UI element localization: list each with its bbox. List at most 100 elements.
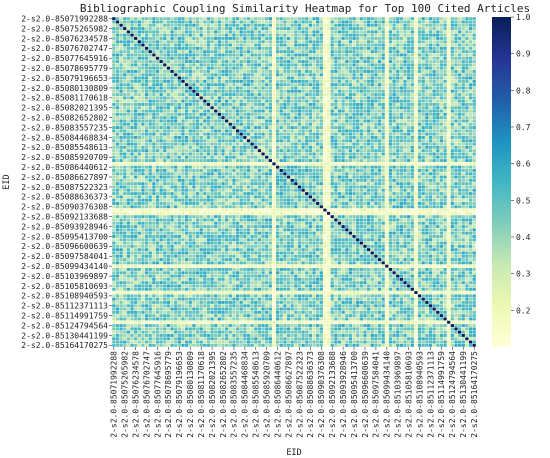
heatmap-cell — [203, 23, 207, 27]
heatmap-cell — [276, 145, 280, 149]
heatmap-cell — [326, 73, 331, 77]
heatmap-cell — [297, 27, 302, 30]
heatmap-cell — [152, 172, 156, 176]
heatmap-cell — [308, 86, 312, 90]
heatmap-cell — [363, 116, 367, 120]
heatmap-cell — [123, 33, 127, 37]
heatmap-cell — [417, 149, 422, 153]
heatmap-cell — [265, 165, 269, 169]
heatmap-cell — [381, 152, 385, 156]
heatmap-cell — [337, 70, 342, 73]
heatmap-cell — [468, 155, 473, 159]
heatmap-cell — [425, 63, 429, 67]
heatmap-cell — [450, 119, 454, 123]
heatmap-cell — [163, 109, 167, 113]
heatmap-cell — [396, 122, 400, 126]
heatmap-cell — [206, 43, 211, 47]
heatmap-cell — [163, 172, 167, 176]
heatmap-cell — [134, 129, 138, 133]
heatmap-cell — [239, 155, 243, 159]
heatmap-cell — [239, 119, 243, 123]
heatmap-cell — [272, 23, 276, 27]
heatmap-cell — [283, 169, 287, 172]
heatmap-cell — [159, 136, 163, 139]
heatmap-cell — [115, 106, 120, 110]
heatmap-cell — [356, 122, 360, 126]
heatmap-cell — [352, 76, 356, 80]
heatmap-cell — [450, 149, 454, 153]
heatmap-cell — [334, 46, 338, 50]
heatmap-cell — [348, 86, 353, 90]
heatmap-cell — [199, 169, 203, 172]
heatmap-cell — [134, 96, 138, 100]
heatmap-cell — [348, 89, 353, 93]
heatmap-cell — [126, 23, 130, 27]
heatmap-cell — [159, 66, 163, 70]
heatmap-cell — [458, 139, 462, 143]
heatmap-cell — [407, 73, 411, 77]
heatmap-cell — [290, 103, 294, 106]
heatmap-cell — [348, 43, 353, 47]
heatmap-cell — [432, 132, 436, 136]
heatmap-cell — [155, 142, 160, 146]
heatmap-cell — [272, 178, 276, 182]
heatmap-cell — [283, 63, 287, 67]
heatmap-cell — [199, 132, 203, 136]
heatmap-cell — [199, 149, 203, 153]
heatmap-cell — [166, 136, 171, 139]
heatmap-cell — [232, 96, 236, 100]
heatmap-cell — [203, 172, 207, 176]
heatmap-cell — [316, 116, 320, 120]
heatmap-cell — [392, 162, 396, 166]
heatmap-cell — [265, 172, 269, 176]
heatmap-cell — [377, 112, 382, 116]
heatmap-cell — [152, 106, 156, 110]
heatmap-cell — [235, 139, 240, 143]
heatmap-cell — [115, 50, 120, 54]
heatmap-cell — [472, 66, 476, 70]
heatmap-cell — [294, 122, 298, 126]
heatmap-cell — [283, 70, 287, 73]
heatmap-cell — [396, 96, 400, 100]
heatmap-cell — [363, 106, 367, 110]
heatmap-cell — [268, 109, 272, 113]
heatmap-cell — [447, 142, 451, 146]
heatmap-cell — [130, 17, 134, 21]
heatmap-cell — [137, 142, 141, 146]
heatmap-cell — [356, 30, 360, 34]
heatmap-cell — [323, 155, 327, 159]
heatmap-cell — [112, 37, 116, 40]
heatmap-cell — [341, 27, 345, 30]
heatmap-cell — [246, 46, 251, 50]
heatmap-cell — [177, 20, 181, 24]
heatmap-cell — [326, 106, 331, 110]
heatmap-cell — [268, 46, 272, 50]
heatmap-cell — [290, 56, 294, 60]
heatmap-cell — [316, 89, 320, 93]
heatmap-cell — [443, 89, 447, 93]
heatmap-cell — [388, 86, 393, 90]
heatmap-cell — [152, 152, 156, 156]
heatmap-cell — [348, 126, 353, 129]
heatmap-cell — [126, 109, 130, 113]
heatmap-cell — [228, 122, 232, 126]
heatmap-cell — [458, 99, 462, 103]
heatmap-cell — [323, 165, 327, 169]
heatmap-cell — [123, 136, 127, 139]
heatmap-cell — [312, 37, 316, 40]
heatmap-cell — [403, 162, 407, 166]
heatmap-cell — [268, 132, 272, 136]
heatmap-cell — [319, 66, 323, 70]
heatmap-cell — [407, 20, 411, 24]
heatmap-cell — [214, 99, 218, 103]
heatmap-cell — [392, 132, 396, 136]
heatmap-cell — [436, 37, 440, 40]
heatmap-cell — [217, 126, 221, 129]
heatmap-cell — [465, 79, 469, 83]
heatmap-cell — [447, 109, 451, 113]
heatmap-cell — [166, 76, 171, 80]
heatmap-cell — [428, 132, 433, 136]
heatmap-cell — [276, 162, 280, 166]
heatmap-cell — [210, 132, 214, 136]
heatmap-cell — [185, 79, 189, 83]
